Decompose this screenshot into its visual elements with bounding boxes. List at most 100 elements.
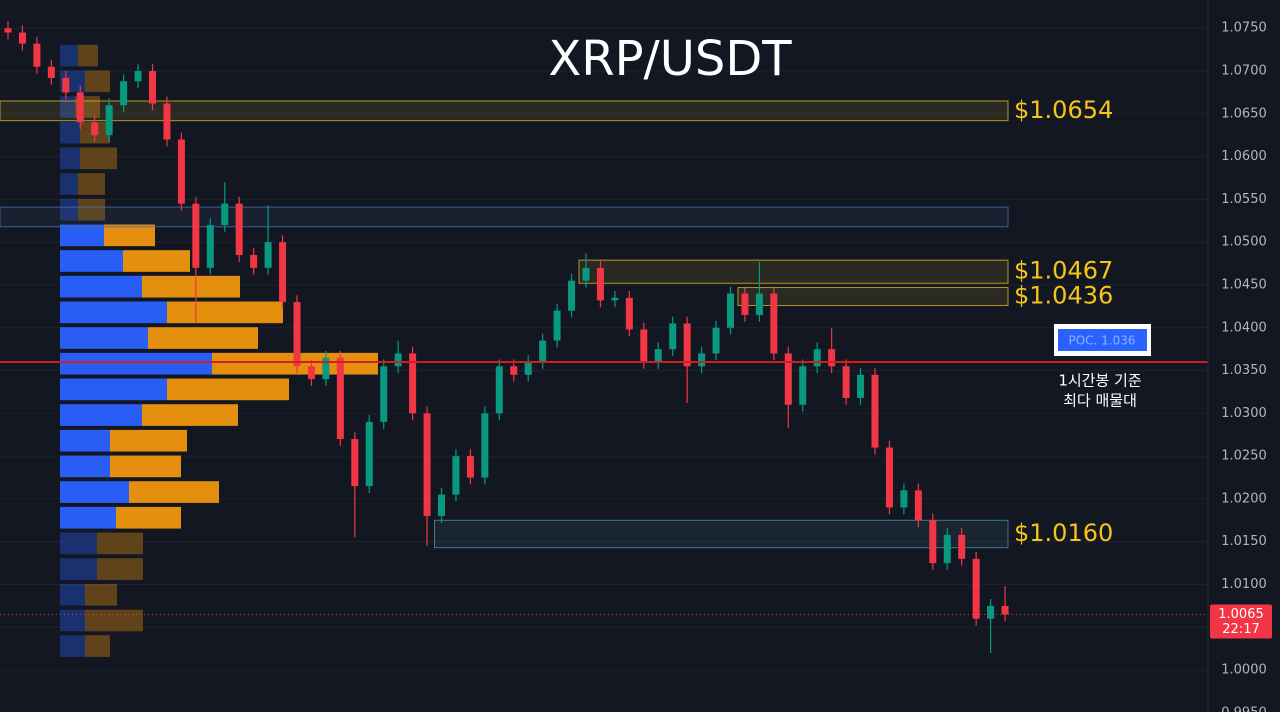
candle-body: [524, 361, 532, 375]
candle-body: [683, 323, 691, 367]
candle-body: [885, 447, 893, 508]
profile-sell: [85, 583, 117, 606]
profile-buy: [60, 583, 85, 606]
y-tick-label: 1.0350: [1221, 363, 1267, 378]
y-tick-label: 1.0600: [1221, 149, 1267, 164]
candle-body: [987, 605, 995, 619]
candle-body: [553, 310, 561, 341]
y-tick-label: 1.0300: [1221, 406, 1267, 421]
candle-body: [105, 105, 113, 136]
candle-body: [452, 456, 460, 495]
zone-label: $1.0436: [1014, 282, 1113, 310]
poc-box-inner: [1058, 329, 1147, 351]
candle-body: [929, 520, 937, 564]
candle-body: [727, 293, 734, 328]
profile-sell: [129, 481, 219, 503]
poc-note: 1시간봉 기준: [1058, 372, 1142, 390]
candles: [4, 21, 1009, 653]
candle-body: [279, 242, 287, 303]
y-tick-label: 1.0700: [1221, 64, 1267, 79]
profile-sell: [78, 198, 105, 221]
candle-body: [192, 203, 200, 268]
candle-body: [293, 302, 301, 367]
profile-sell: [142, 404, 238, 426]
candle-body: [871, 374, 879, 448]
candle-body: [221, 203, 229, 226]
candle-body: [972, 558, 980, 619]
candle-body: [409, 353, 417, 414]
candle-body: [18, 32, 26, 44]
profile-sell: [167, 301, 283, 324]
profile-sell: [167, 378, 289, 401]
candle-body: [640, 329, 648, 362]
candle-body: [134, 71, 142, 82]
zone: [0, 100, 1009, 122]
profile-sell: [123, 250, 190, 272]
countdown: 22:17: [1222, 622, 1259, 637]
zone: [434, 519, 1009, 549]
chart-title: XRP/USDT: [548, 31, 792, 87]
profile-sell: [85, 609, 143, 632]
profile-buy: [60, 455, 110, 478]
zones: $1.0654 $1.0467$1.0436 $1.0160: [0, 96, 1113, 549]
candle-body: [177, 139, 185, 204]
profile-buy: [60, 352, 212, 375]
y-tick-label: 0.9950: [1221, 705, 1267, 712]
profile-buy: [60, 558, 97, 580]
candle-body: [250, 255, 258, 268]
candle-body: [943, 534, 951, 564]
zone: [737, 287, 1009, 307]
y-tick-label: 1.0400: [1221, 320, 1267, 335]
candle-body: [1001, 605, 1009, 615]
candle-body: [365, 421, 373, 487]
candle-body: [828, 349, 836, 367]
profile-buy: [60, 404, 142, 426]
poc-note: 최다 매물대: [1063, 392, 1137, 410]
profile-buy: [60, 301, 167, 324]
candle-body: [206, 225, 214, 268]
candle-body: [784, 353, 792, 405]
candle-body: [539, 340, 547, 362]
profile-buy: [60, 429, 110, 452]
candle-body: [235, 203, 243, 256]
profile-sell: [97, 532, 143, 555]
candle-body: [799, 366, 807, 405]
profile-sell: [148, 327, 258, 349]
candle-body: [307, 366, 315, 380]
candle-body: [47, 66, 55, 78]
candle-body: [510, 366, 518, 375]
zone: [0, 206, 1009, 228]
profile-buy: [60, 173, 78, 195]
profile-buy: [60, 609, 85, 632]
profile-sell: [85, 70, 110, 93]
candle-body: [958, 534, 966, 559]
profile-sell: [142, 275, 240, 298]
candle-body: [813, 349, 821, 367]
candle-body: [755, 293, 763, 315]
candle-body: [698, 353, 706, 367]
profile-sell: [85, 635, 110, 657]
zone: [578, 259, 1009, 284]
candle-body: [120, 81, 128, 106]
y-tick-label: 1.0100: [1221, 577, 1267, 592]
y-tick-label: 1.0200: [1221, 491, 1267, 506]
candle-body: [914, 490, 922, 521]
candle-body: [423, 413, 431, 517]
profile-buy: [60, 635, 85, 657]
profile-sell: [78, 44, 98, 67]
candle-body: [394, 353, 402, 367]
candle-body: [596, 267, 604, 301]
price-axis: 0.99501.00001.00501.01001.01501.02001.02…: [1210, 21, 1272, 712]
candle-body: [322, 357, 330, 380]
y-tick-label: 1.0450: [1221, 277, 1267, 292]
profile-buy: [60, 506, 116, 529]
y-tick-label: 1.0000: [1221, 663, 1267, 678]
candle-body: [466, 456, 474, 478]
zone-label: $1.0160: [1014, 519, 1113, 547]
profile-buy: [60, 44, 78, 67]
profile-buy: [60, 532, 97, 555]
candle-body: [76, 92, 84, 123]
profile-buy: [60, 250, 123, 272]
